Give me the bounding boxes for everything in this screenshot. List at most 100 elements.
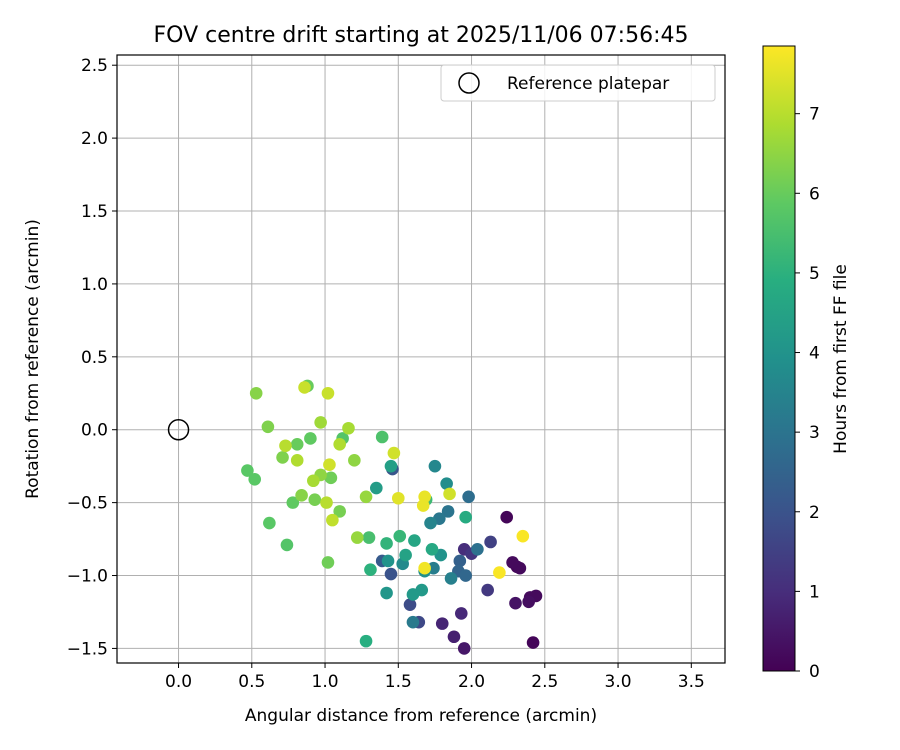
data-point [350, 531, 364, 544]
data-point [342, 421, 355, 435]
legend-marker-circle [458, 72, 480, 94]
data-point [416, 499, 430, 512]
data-point [399, 548, 412, 562]
data-point [493, 566, 506, 579]
data-point [290, 454, 304, 467]
data-point [443, 487, 456, 501]
colorbar-tick-label: 1 [809, 582, 820, 602]
data-point [263, 516, 276, 530]
x-axis-ticks: 0.0 0.5 1.0 1.5 2.0 2.5 3.0 3.5 [165, 663, 705, 692]
data-point [295, 489, 308, 502]
y-tick-label: 2.0 [81, 129, 108, 149]
data-point [428, 459, 442, 473]
data-point [304, 432, 317, 445]
data-point [261, 420, 275, 434]
y-tick-label: 0.5 [81, 348, 108, 368]
data-point [406, 588, 420, 601]
y-tick-label: 1.5 [81, 202, 108, 222]
colorbar-label: Hours from first FF file [831, 264, 851, 454]
data-point [249, 386, 263, 400]
y-tick-label: 0.0 [81, 421, 108, 441]
y-tick-label: 1.0 [81, 275, 108, 295]
colorbar-ticks: 0 1 2 3 4 5 6 7 [795, 105, 820, 682]
y-axis-ticks: −1.5 −1.0 −0.5 0.0 0.5 1.0 1.5 2.0 2.5 [67, 56, 117, 659]
data-point [241, 464, 254, 477]
data-point [406, 615, 420, 629]
x-tick-label: 3.5 [678, 672, 705, 692]
data-point [279, 439, 292, 453]
data-point [457, 642, 471, 655]
data-point [447, 630, 461, 644]
x-tick-label: 2.0 [458, 672, 485, 692]
data-point [362, 531, 376, 544]
y-tick-label: −1.0 [67, 567, 108, 587]
data-point [516, 529, 530, 543]
colorbar-tick-label: 0 [809, 662, 820, 682]
data-point [308, 493, 322, 507]
data-point [323, 458, 336, 472]
x-tick-label: 2.5 [531, 672, 558, 692]
data-point [298, 381, 311, 394]
data-point [348, 454, 361, 467]
data-point [248, 472, 262, 486]
data-point [384, 567, 398, 581]
data-point [408, 534, 421, 547]
data-point [364, 563, 377, 576]
colorbar-tick-label: 3 [809, 423, 820, 443]
y-tick-label: 2.5 [81, 56, 108, 76]
data-point [462, 490, 475, 504]
data-point [384, 459, 398, 473]
legend-frame [440, 64, 716, 102]
data-point [290, 437, 304, 451]
data-point [435, 617, 449, 630]
data-points [241, 379, 543, 655]
y-tick-label: −0.5 [67, 494, 108, 514]
data-point [453, 554, 467, 568]
data-point [444, 572, 458, 585]
data-point [321, 386, 335, 400]
data-point [380, 586, 393, 600]
data-point [522, 595, 535, 609]
data-point [359, 634, 373, 648]
data-point [459, 569, 472, 582]
data-point [424, 516, 437, 530]
data-point [359, 490, 373, 504]
y-tick-label: −1.5 [67, 639, 108, 659]
chart-title: FOV centre drift starting at 2025/11/06 … [154, 23, 689, 48]
data-point [314, 416, 327, 429]
data-point [320, 496, 333, 509]
data-point [387, 446, 401, 460]
data-point [381, 554, 395, 568]
data-point [307, 474, 320, 488]
data-point [440, 477, 453, 490]
x-tick-label: 0.0 [165, 672, 192, 692]
x-axis-label: Angular distance from reference (arcmin) [245, 706, 597, 726]
data-point [481, 583, 494, 597]
reference-marker [167, 418, 190, 441]
data-point [333, 437, 346, 451]
legend: Reference platepar [440, 64, 716, 102]
data-point [500, 510, 514, 524]
data-point [370, 481, 383, 495]
data-point [403, 598, 417, 611]
legend-entry-label: Reference platepar [507, 74, 669, 94]
data-point [506, 556, 519, 569]
data-point [526, 636, 540, 649]
data-point [425, 542, 439, 556]
colorbar-tick-label: 7 [809, 105, 820, 125]
data-point [280, 538, 294, 552]
data-point [321, 556, 335, 569]
data-point [276, 451, 289, 464]
data-point [380, 537, 393, 550]
colorbar [762, 45, 796, 672]
data-point [454, 607, 468, 620]
data-point [484, 535, 497, 549]
x-tick-label: 3.0 [605, 672, 632, 692]
data-point [509, 596, 522, 610]
x-tick-label: 0.5 [238, 672, 265, 692]
data-point [459, 510, 472, 524]
y-axis-label: Rotation from reference (arcmin) [23, 219, 43, 499]
data-point [326, 513, 339, 527]
data-point [393, 529, 407, 543]
